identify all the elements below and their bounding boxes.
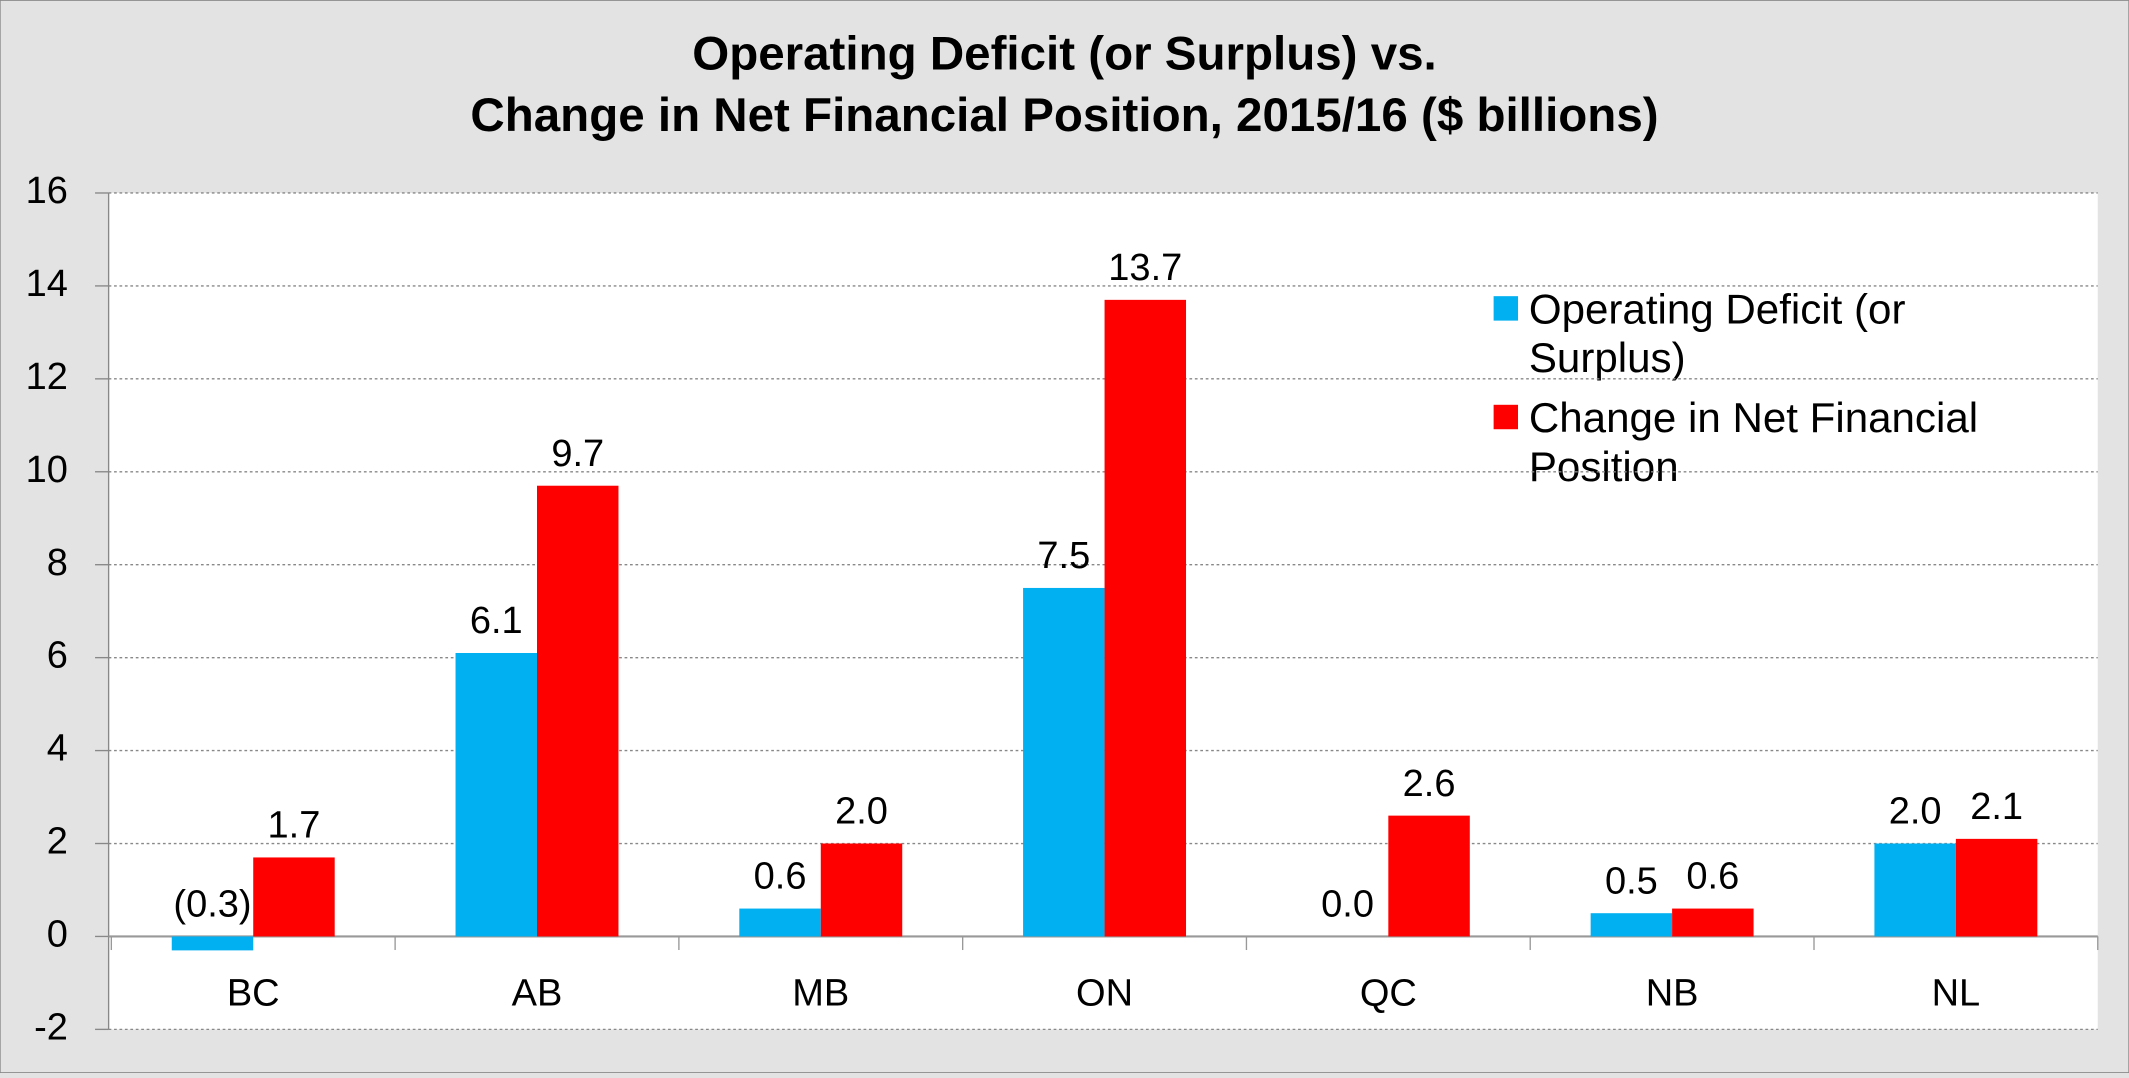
y-tick-label: -2 [34,1006,68,1048]
chart-title: Operating Deficit (or Surplus) vs. [692,28,1437,81]
bar [253,857,335,937]
x-tick-label: ON [1076,972,1133,1014]
bar [1388,815,1470,937]
value-label: (0.3) [173,884,251,926]
bar [1874,843,1956,937]
value-label: 0.0 [1321,884,1374,926]
bar [1590,913,1673,937]
value-label: 0.6 [1686,856,1739,898]
bar [455,652,538,937]
value-label: 1.7 [268,805,321,847]
bar [739,908,821,937]
y-tick-label: 10 [26,449,68,491]
y-tick-label: 12 [26,356,68,398]
value-label: 2.0 [835,791,888,833]
value-label: 6.1 [470,600,523,642]
legend-label: Operating Deficit (or Surplus) [1528,285,1906,382]
x-tick-label: BC [227,972,280,1014]
y-tick-label: 0 [47,913,68,955]
value-label: 2.1 [1970,786,2023,828]
y-tick-label: 8 [47,542,68,584]
value-label: 0.6 [754,856,807,898]
legend-item: Operating Deficit (or Surplus) [1493,285,2030,383]
value-label: 13.7 [1108,247,1182,289]
bar [1672,908,1754,937]
y-tick-label: 6 [47,635,68,677]
x-tick-label: AB [512,972,563,1014]
value-label: 0.5 [1605,860,1658,902]
value-label: 7.5 [1037,535,1090,577]
chart-title: Change in Net Financial Position, 2015/1… [470,89,1658,142]
x-tick-label: NB [1646,972,1699,1014]
y-tick-label: 16 [26,170,68,212]
y-tick-label: 14 [26,263,68,305]
bar [1104,299,1187,937]
bar [820,843,903,937]
legend: Operating Deficit (or Surplus) Change in … [1493,285,2030,492]
x-tick-label: NL [1932,972,1981,1014]
x-tick-label: QC [1360,972,1417,1014]
value-label: 2.6 [1403,763,1456,805]
legend-swatch [1493,296,1518,321]
value-label: 9.7 [551,433,604,475]
y-tick-label: 2 [47,821,68,863]
legend-label: Change in Net Financial Position [1528,393,1979,491]
y-tick-label: 4 [47,728,68,770]
legend-swatch [1493,404,1518,430]
bar [1023,587,1105,937]
bar [171,936,254,951]
legend-box: Operating Deficit (or Surplus) Change in … [1493,285,2030,492]
legend-item: Change in Net Financial Position [1493,393,2030,492]
x-tick-label: MB [792,972,849,1014]
bar [537,485,619,937]
value-label: 2.0 [1889,791,1942,833]
bar [1955,838,2038,937]
